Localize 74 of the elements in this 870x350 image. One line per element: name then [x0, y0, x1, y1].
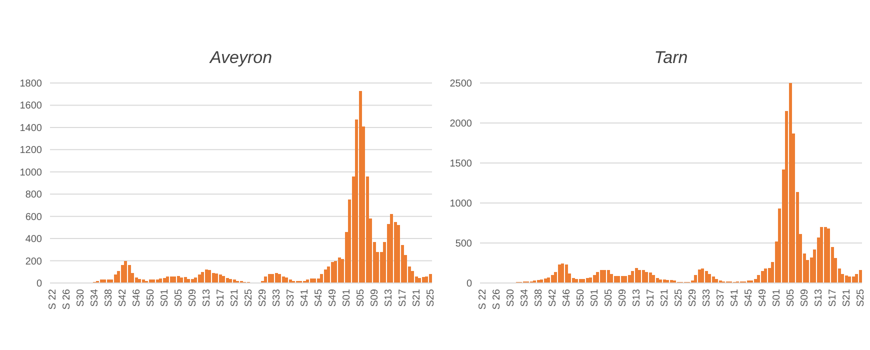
- x-tick-label: S05: [174, 288, 185, 307]
- y-tick-label: 2000: [450, 118, 472, 130]
- x-tick-label: S34: [520, 288, 531, 307]
- x-tick-label: S46: [132, 288, 143, 307]
- x-tick-label: S05: [785, 288, 796, 307]
- x-tick-label: S38: [534, 288, 545, 307]
- x-tick-label: S41: [299, 288, 310, 307]
- y-tick-label: 1800: [20, 78, 42, 90]
- x-tick-label: S17: [216, 288, 227, 307]
- x-tick-label: S17: [397, 288, 408, 307]
- y-tick-label: 600: [25, 212, 42, 223]
- x-tick-label: S25: [425, 288, 436, 307]
- x-tick-label: S21: [230, 288, 240, 307]
- x-tick-label: S50: [576, 288, 587, 307]
- x-tick-label: S38: [104, 288, 115, 307]
- x-tick-label: S21: [411, 288, 422, 307]
- y-tick-label: 800: [25, 190, 42, 201]
- x-tick-label: S30: [76, 288, 87, 307]
- x-tick-label: S33: [701, 288, 712, 307]
- y-tick-label: 500: [455, 238, 472, 250]
- y-tick-label: 2500: [450, 78, 472, 90]
- x-tick-label: S13: [632, 288, 643, 307]
- x-tick-label: S21: [841, 288, 852, 307]
- x-tick-label: S13: [383, 288, 394, 307]
- x-tick-label: S01: [341, 288, 352, 307]
- x-tick-label: S 22: [48, 288, 59, 310]
- x-tick-label: S 26: [62, 288, 73, 310]
- y-tick-label: 400: [25, 234, 42, 246]
- x-tick-label: S46: [562, 288, 573, 307]
- x-tick-label: S49: [757, 288, 768, 307]
- x-tick-label: S05: [604, 288, 615, 307]
- x-tick-label: S30: [506, 288, 517, 307]
- x-tick-label: S29: [257, 288, 268, 307]
- y-tick-label: 1400: [20, 122, 42, 134]
- x-tick-label: S01: [590, 288, 601, 307]
- x-tick-label: S09: [188, 288, 199, 307]
- x-tick-label: S25: [244, 288, 254, 307]
- x-tick-label: S01: [771, 288, 782, 307]
- x-tick-label: S 26: [492, 288, 503, 310]
- x-tick-label: S37: [285, 288, 296, 307]
- y-tick-label: 1000: [20, 167, 42, 178]
- x-tick-label: S05: [355, 288, 366, 307]
- x-tick-label: S45: [743, 288, 754, 307]
- y-tick-label: 1600: [20, 100, 42, 112]
- x-tick-label: S 22: [478, 288, 489, 310]
- x-tick-label: S13: [202, 288, 213, 307]
- x-tick-label: S41: [729, 288, 740, 307]
- x-tick-label: S42: [548, 288, 559, 307]
- y-tick-label: 1000: [450, 198, 472, 210]
- x-tick-label: S37: [715, 288, 726, 307]
- x-tick-label: S33: [271, 288, 282, 307]
- x-tick-label: S09: [369, 288, 380, 307]
- x-tick-label: S17: [646, 288, 657, 307]
- x-tick-label: S09: [618, 288, 629, 307]
- x-tick-label: S50: [146, 288, 157, 307]
- y-tick-label: 1500: [450, 158, 472, 170]
- chart-title: Tarn: [654, 48, 688, 67]
- chart-title: Aveyron: [208, 48, 272, 67]
- x-tick-label: S21: [660, 288, 670, 307]
- y-tick-label: 200: [25, 256, 42, 268]
- x-tick-label: S13: [813, 288, 824, 307]
- x-tick-label: S42: [118, 288, 129, 307]
- y-tick-label: 1200: [20, 145, 42, 156]
- x-tick-label: S49: [327, 288, 338, 307]
- x-tick-label: S25: [855, 288, 866, 307]
- x-tick-label: S09: [799, 288, 810, 307]
- x-tick-label: S25: [674, 288, 684, 307]
- x-tick-label: S45: [313, 288, 324, 307]
- x-tick-label: S17: [827, 288, 838, 307]
- y-tick-label: 0: [36, 278, 42, 290]
- x-tick-label: S01: [160, 288, 171, 307]
- x-tick-label: S34: [90, 288, 101, 307]
- x-tick-label: S29: [687, 288, 698, 307]
- y-tick-label: 0: [466, 278, 472, 290]
